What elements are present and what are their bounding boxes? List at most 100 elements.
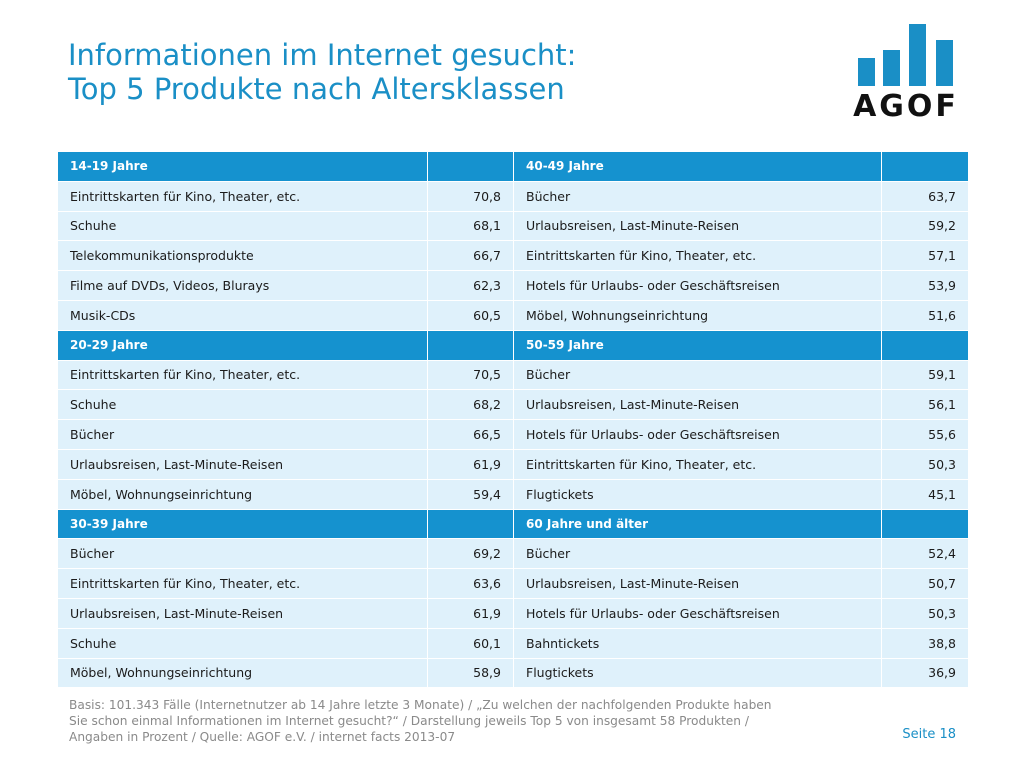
header-value-cell: [881, 508, 969, 540]
percent-value: 53,9: [881, 270, 969, 301]
product-label: Eintrittskarten für Kino, Theater, etc.: [57, 568, 428, 599]
title-line-1: Informationen im Internet gesucht:: [68, 38, 577, 72]
percent-value: 62,3: [427, 270, 514, 301]
table-row: Musik-CDs 60,5 Möbel, Wohnungseinrichtung 5…: [57, 299, 969, 331]
age-group-header: 40-49 Jahre: [513, 151, 882, 182]
product-label: Schuhe: [57, 210, 428, 242]
header-value-cell: [427, 329, 514, 361]
product-label: Bücher: [57, 538, 428, 570]
product-label: Bücher: [513, 538, 882, 570]
table-row: Schuhe 68,1 Urlaubsreisen, Last-Minute-Rei…: [57, 210, 969, 242]
percent-value: 59,1: [881, 359, 969, 391]
percent-value: 69,2: [427, 538, 514, 570]
product-label: Urlaubsreisen, Last-Minute-Reisen: [513, 210, 882, 242]
age-group-header: 20-29 Jahre: [57, 329, 428, 361]
product-label: Urlaubsreisen, Last-Minute-Reisen: [57, 597, 428, 629]
table-row: Urlaubsreisen, Last-Minute-Reisen 61,9 Ein…: [57, 448, 969, 480]
percent-value: 61,9: [427, 597, 514, 629]
table-row: Urlaubsreisen, Last-Minute-Reisen 61,9 Hot…: [57, 597, 969, 629]
logo-bar-3: [909, 24, 926, 86]
footnote-line-2: Sie schon einmal Informationen im Intern…: [69, 714, 749, 728]
percent-value: 60,1: [427, 627, 514, 659]
top5-table: 14-19 Jahre 40-49 Jahre Eintrittskarten fü…: [57, 151, 969, 689]
header-value-cell: [881, 151, 969, 182]
page-title: Informationen im Internet gesucht: Top 5…: [68, 38, 576, 106]
product-label: Flugtickets: [513, 478, 882, 510]
age-group-header: 14-19 Jahre: [57, 151, 428, 182]
percent-value: 70,5: [427, 359, 514, 391]
percent-value: 59,2: [881, 210, 969, 242]
percent-value: 45,1: [881, 478, 969, 510]
percent-value: 50,7: [881, 568, 969, 599]
table-row: Schuhe 68,2 Urlaubsreisen, Last-Minute-Rei…: [57, 389, 969, 421]
product-label: Schuhe: [57, 389, 428, 421]
product-label: Bücher: [513, 180, 882, 212]
product-label: Möbel, Wohnungseinrichtung: [57, 657, 428, 689]
product-label: Musik-CDs: [57, 299, 428, 331]
footnote: Basis: 101.343 Fälle (Internetnutzer ab …: [69, 697, 849, 745]
table-row: Eintrittskarten für Kino, Theater, etc. 7…: [57, 359, 969, 391]
product-label: Bücher: [513, 359, 882, 391]
product-label: Hotels für Urlaubs- oder Geschäftsreisen: [513, 419, 882, 450]
table-header-row: 14-19 Jahre 40-49 Jahre: [57, 151, 969, 182]
footnote-line-3: Angaben in Prozent / Quelle: AGOF e.V. /…: [69, 730, 456, 744]
table-row: Eintrittskarten für Kino, Theater, etc. 6…: [57, 568, 969, 599]
product-label: Eintrittskarten für Kino, Theater, etc.: [57, 180, 428, 212]
percent-value: 57,1: [881, 240, 969, 272]
table-row: Eintrittskarten für Kino, Theater, etc. 7…: [57, 180, 969, 212]
product-label: Bahntickets: [513, 627, 882, 659]
product-label: Bücher: [57, 419, 428, 450]
product-label: Flugtickets: [513, 657, 882, 689]
percent-value: 60,5: [427, 299, 514, 331]
percent-value: 68,1: [427, 210, 514, 242]
age-group-header: 60 Jahre und älter: [513, 508, 882, 540]
product-label: Urlaubsreisen, Last-Minute-Reisen: [513, 568, 882, 599]
product-label: Eintrittskarten für Kino, Theater, etc.: [57, 359, 428, 391]
agof-logo: AGOF: [852, 24, 960, 124]
percent-value: 63,7: [881, 180, 969, 212]
table-row: Bücher 69,2 Bücher 52,4: [57, 538, 969, 570]
percent-value: 59,4: [427, 478, 514, 510]
age-group-header: 50-59 Jahre: [513, 329, 882, 361]
percent-value: 58,9: [427, 657, 514, 689]
product-label: Telekommunikationsprodukte: [57, 240, 428, 272]
percent-value: 68,2: [427, 389, 514, 421]
percent-value: 56,1: [881, 389, 969, 421]
page-number: Seite 18: [902, 727, 956, 742]
percent-value: 70,8: [427, 180, 514, 212]
table-row: Filme auf DVDs, Videos, Blurays 62,3 Hotel…: [57, 270, 969, 301]
percent-value: 61,9: [427, 448, 514, 480]
percent-value: 66,7: [427, 240, 514, 272]
table-header-row: 30-39 Jahre 60 Jahre und älter: [57, 508, 969, 540]
product-label: Möbel, Wohnungseinrichtung: [513, 299, 882, 331]
product-label: Hotels für Urlaubs- oder Geschäftsreisen: [513, 597, 882, 629]
product-label: Eintrittskarten für Kino, Theater, etc.: [513, 448, 882, 480]
header-value-cell: [427, 151, 514, 182]
table-row: Telekommunikationsprodukte 66,7 Eintrittsk…: [57, 240, 969, 272]
percent-value: 51,6: [881, 299, 969, 331]
footnote-line-1: Basis: 101.343 Fälle (Internetnutzer ab …: [69, 698, 772, 712]
product-label: Urlaubsreisen, Last-Minute-Reisen: [513, 389, 882, 421]
product-label: Schuhe: [57, 627, 428, 659]
percent-value: 55,6: [881, 419, 969, 450]
logo-bar-1: [858, 58, 875, 86]
percent-value: 36,9: [881, 657, 969, 689]
table-row: Bücher 66,5 Hotels für Urlaubs- oder Gesch…: [57, 419, 969, 450]
percent-value: 63,6: [427, 568, 514, 599]
product-label: Eintrittskarten für Kino, Theater, etc.: [513, 240, 882, 272]
percent-value: 66,5: [427, 419, 514, 450]
age-group-header: 30-39 Jahre: [57, 508, 428, 540]
title-line-2: Top 5 Produkte nach Altersklassen: [68, 72, 565, 106]
logo-bar-4: [936, 40, 953, 86]
header-value-cell: [427, 508, 514, 540]
percent-value: 50,3: [881, 448, 969, 480]
product-label: Filme auf DVDs, Videos, Blurays: [57, 270, 428, 301]
percent-value: 50,3: [881, 597, 969, 629]
percent-value: 52,4: [881, 538, 969, 570]
header-value-cell: [881, 329, 969, 361]
logo-text: AGOF: [853, 89, 959, 124]
table-row: Möbel, Wohnungseinrichtung 58,9 Flugticket…: [57, 657, 969, 689]
table-row: Schuhe 60,1 Bahntickets 38,8: [57, 627, 969, 659]
product-label: Hotels für Urlaubs- oder Geschäftsreisen: [513, 270, 882, 301]
percent-value: 38,8: [881, 627, 969, 659]
